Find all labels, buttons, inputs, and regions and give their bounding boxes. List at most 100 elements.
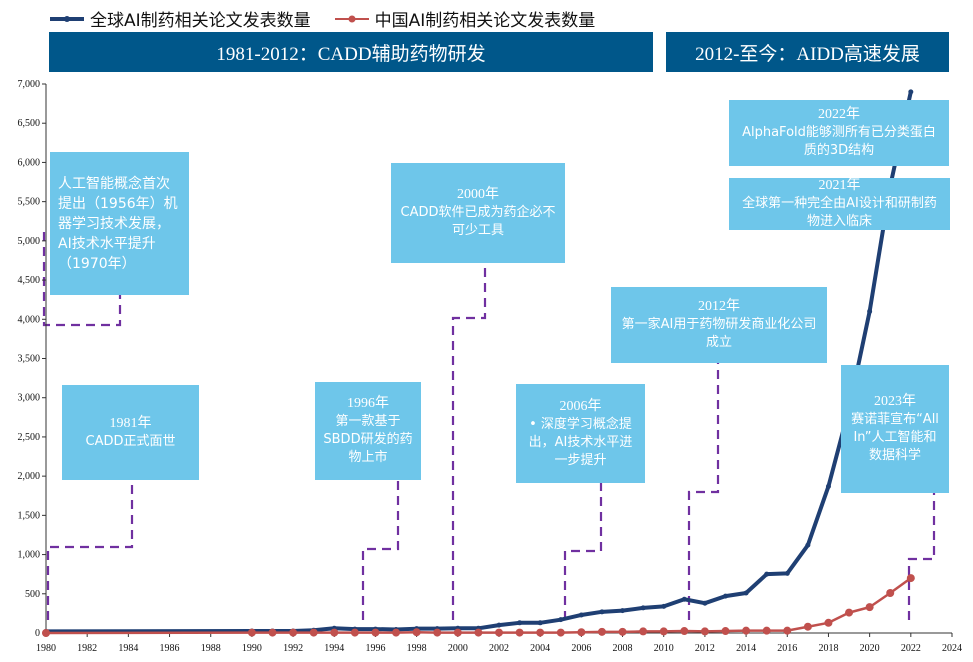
annotation-year: 2023年 xyxy=(874,394,916,409)
data-point xyxy=(495,628,503,637)
data-point xyxy=(392,628,401,637)
annotation-connector xyxy=(907,493,936,620)
x-tick-label: 2024 xyxy=(942,643,962,654)
annotation-box: 2023年赛诺菲宣布“All In”人工智能和数据科学 xyxy=(841,365,949,493)
legend-item-china: 中国AI制药相关论文发表数量 xyxy=(334,6,596,31)
annotation-box: 1981年 CADD正式面世 xyxy=(62,385,199,480)
x-tick-label: 1984 xyxy=(118,643,138,654)
x-tick-label: 2008 xyxy=(613,643,633,654)
data-point xyxy=(537,620,543,626)
x-tick-label: 1986 xyxy=(160,643,180,654)
y-tick-label: 2,500 xyxy=(18,432,41,443)
data-point xyxy=(886,589,895,598)
data-point xyxy=(845,608,854,617)
data-point xyxy=(867,308,873,314)
y-tick-label: 1,500 xyxy=(18,510,41,521)
china-series-line xyxy=(45,577,912,635)
data-point xyxy=(639,627,648,636)
global-series-line xyxy=(45,91,913,634)
legend-line-icon xyxy=(334,15,369,22)
y-tick-label: 2,000 xyxy=(18,471,41,482)
data-point xyxy=(515,628,524,637)
data-point xyxy=(908,89,914,95)
x-tick-label: 2016 xyxy=(777,643,797,654)
data-point xyxy=(661,603,667,609)
data-point xyxy=(453,628,462,637)
annotation-text: 赛诺菲宣布“All In”人工智能和数据科学 xyxy=(851,412,939,463)
annotation-box: 2006年 • 深度学习概念提出，AI技术水平进一步提升 xyxy=(516,384,645,483)
x-tick-label: 2022 xyxy=(901,643,921,654)
data-point xyxy=(805,542,811,548)
annotation-connector xyxy=(451,263,487,620)
x-tick-label: 2014 xyxy=(736,643,756,654)
x-tick-label: 2002 xyxy=(489,643,509,654)
x-tick-label: 2006 xyxy=(571,643,591,654)
y-tick-label: 5,000 xyxy=(18,236,41,247)
data-point xyxy=(764,571,770,577)
data-point xyxy=(742,626,751,635)
x-tick-label: 2012 xyxy=(695,643,715,654)
x-tick-label: 1990 xyxy=(242,643,262,654)
y-tick-label: 4,500 xyxy=(18,275,41,286)
annotation-connector xyxy=(42,232,122,327)
x-tick-label: 2020 xyxy=(860,643,880,654)
annotation-box: 2021年 全球第一种完全由AI设计和研制药物进入临床 xyxy=(729,178,950,230)
data-point xyxy=(496,622,502,628)
annotation-connector xyxy=(46,480,134,620)
annotation-year: 2006年 xyxy=(559,398,602,414)
y-tick-label: 7,000 xyxy=(18,79,41,90)
y-tick-label: 5,500 xyxy=(18,197,41,208)
data-point xyxy=(309,628,318,637)
data-point xyxy=(597,627,606,636)
annotation-connector xyxy=(361,480,400,620)
y-tick-label: 0 xyxy=(35,628,40,639)
legend: 全球AI制药相关论文发表数量 中国AI制药相关论文发表数量 xyxy=(50,6,595,31)
x-tick-label: 2000 xyxy=(448,643,468,654)
annotation-year: 1996年 xyxy=(347,396,389,411)
x-tick-label: 1998 xyxy=(407,643,427,654)
annotation-text: 第一款基于SBDD研发的药物上市 xyxy=(323,414,413,465)
x-tick-label: 1988 xyxy=(201,643,221,654)
annotation-connector xyxy=(687,363,720,620)
annotation-text: 第一家AI用于药物研发商业化公司成立 xyxy=(621,317,817,350)
data-point xyxy=(599,609,605,615)
data-point xyxy=(289,628,298,637)
legend-label: 全球AI制药相关论文发表数量 xyxy=(90,11,311,31)
legend-label: 中国AI制药相关论文发表数量 xyxy=(374,11,596,31)
annotation-connectors xyxy=(42,232,936,620)
annotation-box: 2000年 CADD软件已成为药企必不可少工具 xyxy=(391,163,565,263)
annotation-text: • 深度学习概念提出，AI技术水平进一步提升 xyxy=(528,416,633,468)
annotation-text: CADD软件已成为药企必不可少工具 xyxy=(400,205,556,238)
data-point xyxy=(517,620,523,626)
annotation-year: 1981年 xyxy=(109,415,152,431)
series-lines xyxy=(42,89,915,637)
annotation-box: 1996年第一款基于SBDD研发的药物上市 xyxy=(315,382,421,480)
legend-line-icon xyxy=(50,15,84,22)
data-point xyxy=(412,628,421,637)
annotation-text: 人工智能概念首次提出（1956年）机器学习技术发展，AI技术水平提升（1970年… xyxy=(58,175,178,272)
annotation-text: AlphaFold能够测所有已分类蛋白质的3D结构 xyxy=(742,125,936,158)
y-tick-label: 4,000 xyxy=(18,314,41,325)
data-point xyxy=(681,596,687,602)
data-point xyxy=(659,627,668,636)
annotation-text: CADD正式面世 xyxy=(85,433,176,449)
data-point xyxy=(330,628,339,637)
data-point xyxy=(906,574,915,583)
annotation-year: 2000年 xyxy=(457,187,499,202)
x-tick-label: 2018 xyxy=(818,643,838,654)
y-tick-label: 3,500 xyxy=(18,354,41,365)
data-point xyxy=(247,628,256,637)
data-point xyxy=(702,600,708,606)
data-point xyxy=(824,618,833,627)
data-point xyxy=(42,629,50,637)
x-tick-label: 1996 xyxy=(365,643,385,654)
data-point xyxy=(640,605,646,611)
x-tick-label: 1982 xyxy=(77,643,97,654)
data-point xyxy=(865,603,874,612)
y-tick-label: 6,500 xyxy=(18,118,41,129)
data-point xyxy=(783,626,792,635)
data-point xyxy=(618,627,627,636)
y-tick-label: 500 xyxy=(25,589,40,600)
data-point xyxy=(803,622,812,631)
data-point xyxy=(578,612,584,618)
